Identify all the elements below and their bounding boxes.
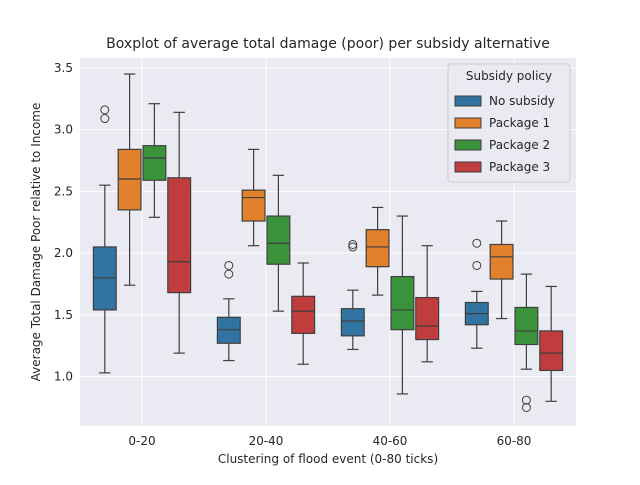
box-iqr — [216, 316, 241, 344]
outlier-point — [521, 402, 531, 412]
box-group — [291, 262, 316, 365]
outlier-point — [348, 242, 358, 252]
outlier-point — [472, 238, 482, 248]
outlier-point — [521, 395, 531, 405]
box-iqr — [241, 189, 266, 222]
y-tick-label: 3.5 — [54, 61, 73, 75]
legend-label: Package 3 — [489, 160, 550, 174]
box-iqr — [489, 243, 514, 280]
boxes — [92, 73, 564, 412]
chart-title: Boxplot of average total damage (poor) p… — [106, 36, 550, 52]
box-group — [464, 238, 489, 349]
legend-swatch — [454, 139, 482, 151]
legend-items: No subsidy Package 1 Package 2 Package 3 — [454, 94, 555, 174]
box-group — [92, 105, 117, 374]
box-iqr — [167, 177, 192, 294]
box-group — [266, 174, 291, 312]
y-tick-label: 1.5 — [54, 308, 73, 322]
box-iqr — [142, 145, 167, 181]
x-tick-label: 40-60 — [373, 434, 408, 448]
legend-swatch — [454, 161, 482, 173]
outlier-point — [348, 239, 358, 249]
legend-frame — [447, 63, 571, 183]
outlier-point — [224, 269, 234, 279]
box-group — [489, 220, 514, 320]
grid-lines — [80, 58, 576, 426]
x-tick-labels: 0-20 20-40 40-60 60-80 — [128, 434, 531, 448]
y-tick-label: 1.0 — [54, 370, 73, 384]
x-tick-label: 0-20 — [128, 434, 155, 448]
box-group — [539, 285, 564, 402]
legend-title: Subsidy policy — [466, 69, 552, 83]
box-iqr — [291, 295, 316, 334]
legend-label: No subsidy — [489, 94, 555, 108]
box-iqr — [117, 148, 142, 211]
outlier-point — [224, 260, 234, 270]
box-group — [241, 148, 266, 247]
box-iqr — [266, 215, 291, 265]
legend-swatch — [454, 95, 482, 107]
box-iqr — [539, 330, 564, 372]
box-iqr — [92, 246, 117, 311]
box-group — [390, 215, 415, 395]
box-iqr — [514, 306, 539, 346]
y-tick-label: 2.0 — [54, 246, 73, 260]
legend: Subsidy policy No subsidy Package 1 Packag… — [447, 63, 571, 183]
box-group — [365, 206, 390, 296]
box-group — [340, 239, 365, 351]
box-group — [117, 73, 142, 286]
box-iqr — [390, 275, 415, 331]
legend-swatch — [454, 117, 482, 129]
outlier-point — [472, 260, 482, 270]
y-axis-label: Average Total Damage Poor relative to In… — [29, 103, 43, 382]
x-tick-label: 20-40 — [249, 434, 284, 448]
box-group — [167, 111, 192, 354]
outlier-point — [100, 114, 110, 124]
legend-label: Package 2 — [489, 138, 550, 152]
legend-label: Package 1 — [489, 116, 550, 130]
box-group — [142, 103, 167, 218]
box-group — [216, 260, 241, 362]
box-iqr — [365, 229, 390, 268]
box-iqr — [415, 296, 440, 341]
box-group — [415, 245, 440, 363]
outlier-point — [100, 105, 110, 115]
y-tick-label: 3.0 — [54, 123, 73, 137]
x-axis-label: Clustering of flood event (0-80 ticks) — [218, 452, 438, 466]
box-iqr — [340, 308, 365, 337]
x-tick-label: 60-80 — [497, 434, 532, 448]
y-tick-label: 2.5 — [54, 184, 73, 198]
y-tick-labels: 1.0 1.5 2.0 2.5 3.0 3.5 — [54, 61, 73, 384]
box-group — [514, 273, 539, 412]
